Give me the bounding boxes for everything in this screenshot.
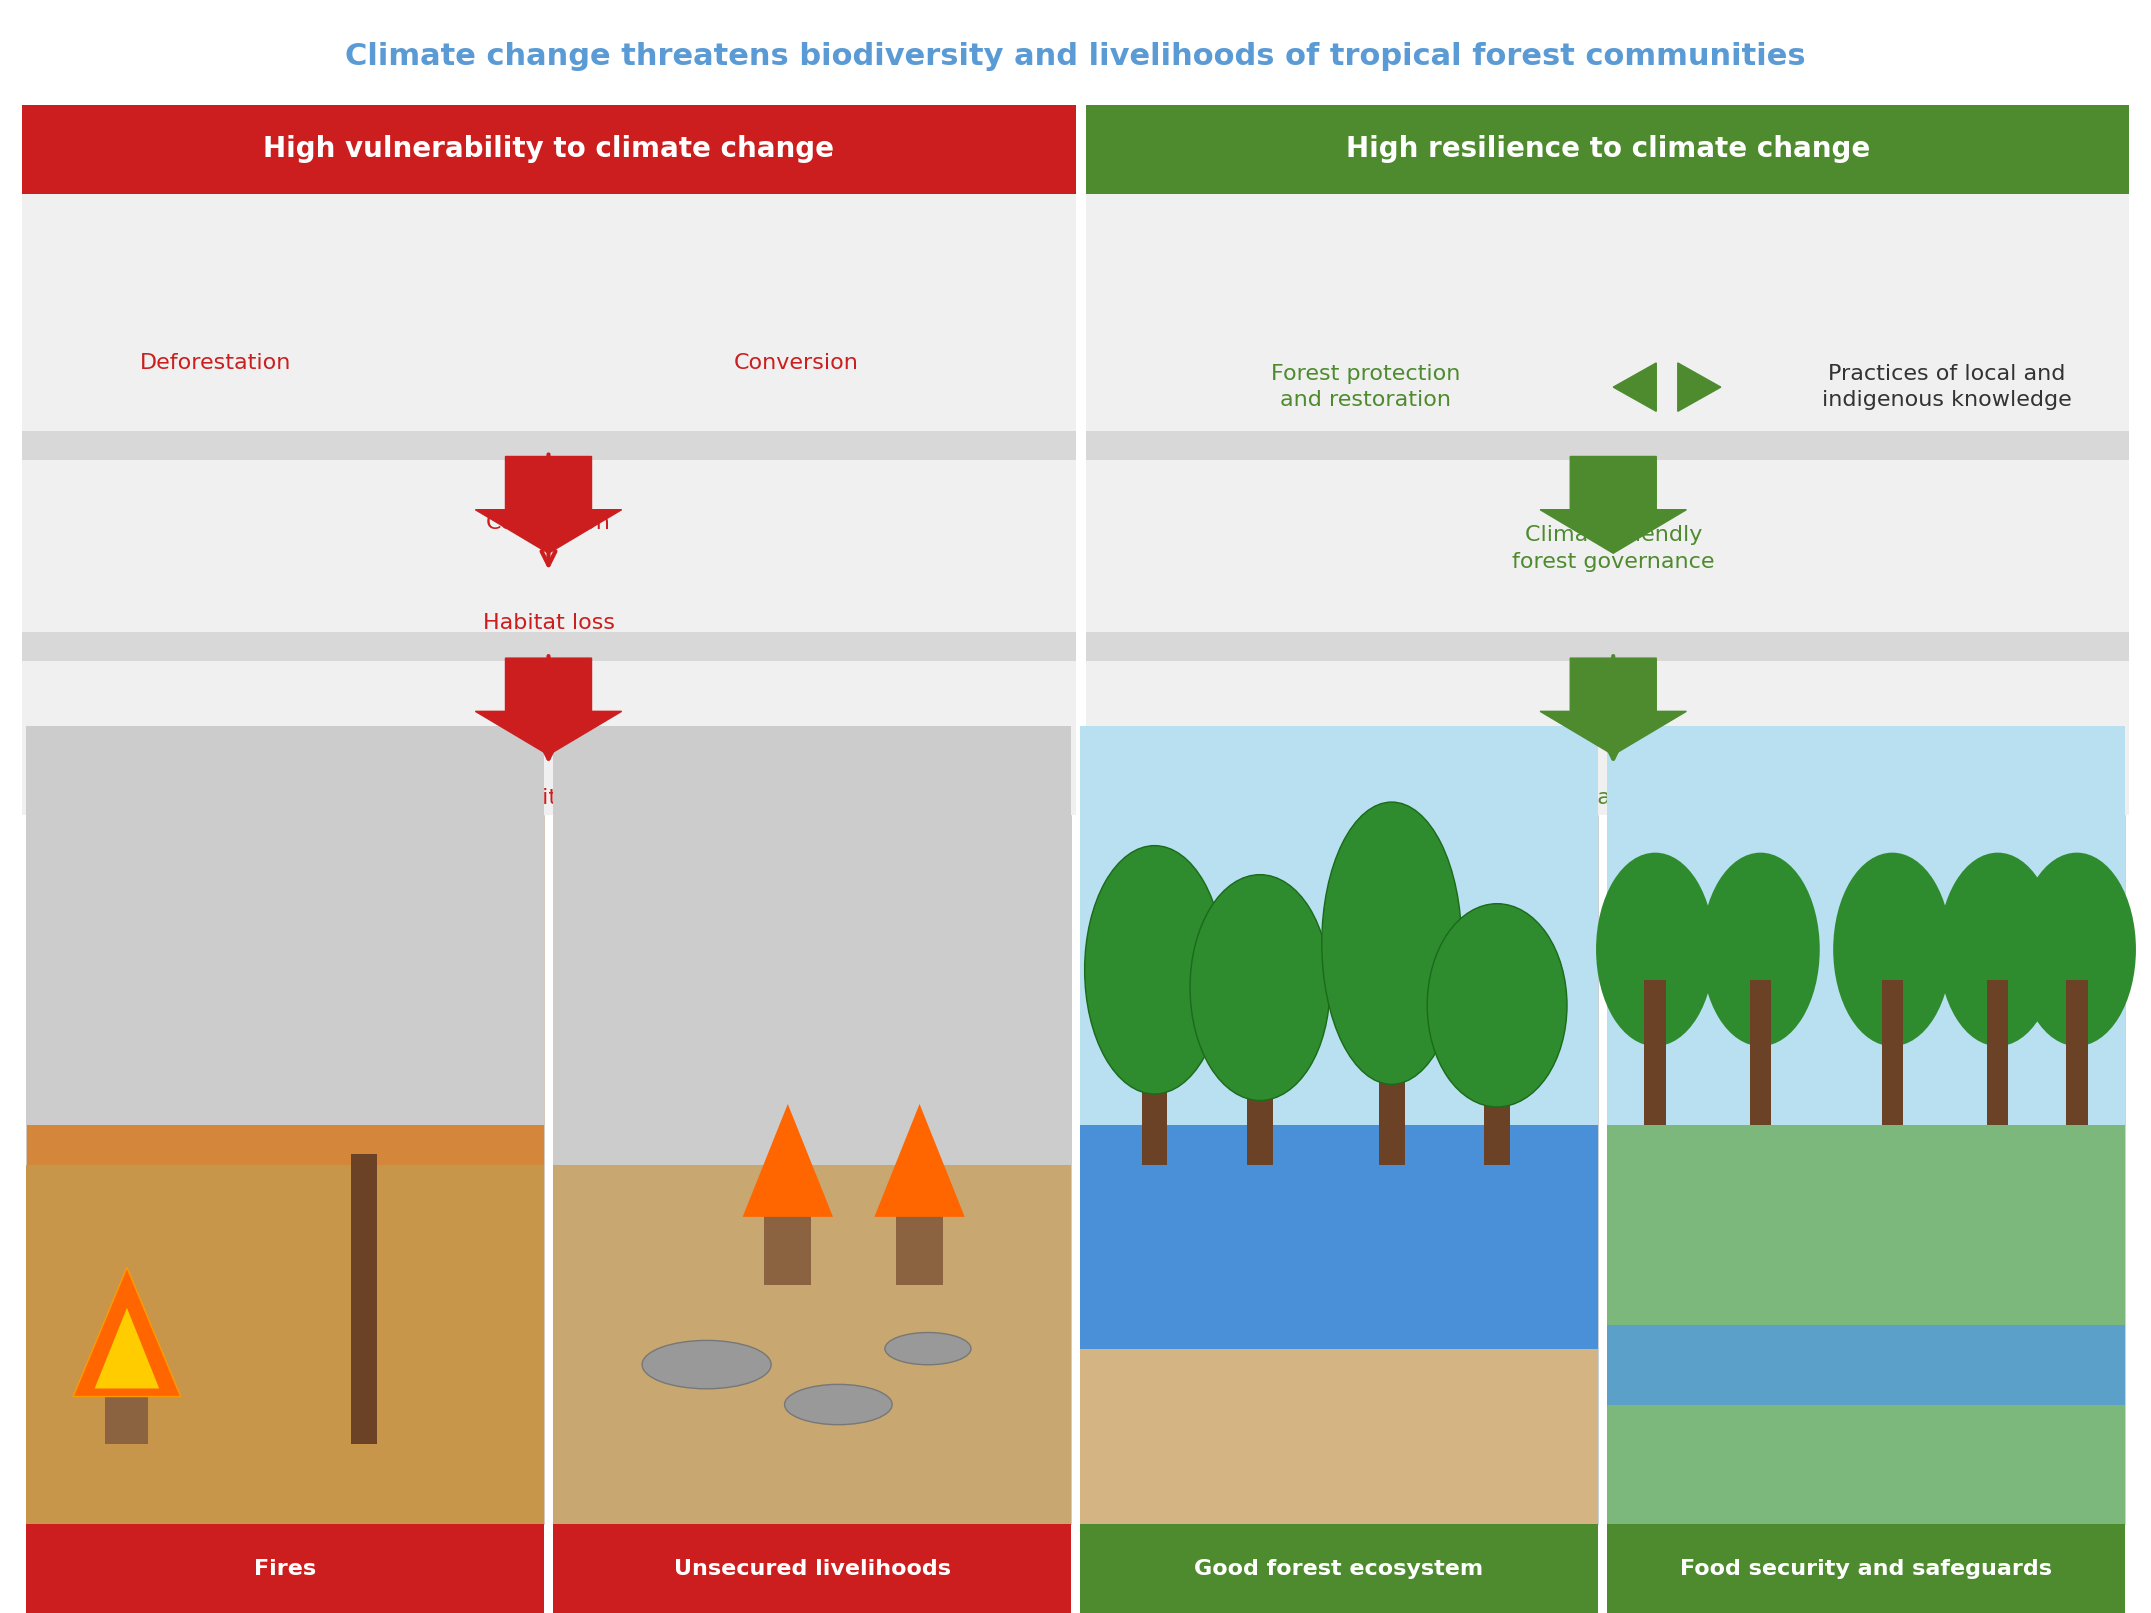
Text: Conversion: Conversion — [733, 353, 858, 373]
FancyBboxPatch shape — [895, 1197, 942, 1284]
Polygon shape — [873, 1103, 964, 1216]
Text: Unsecured livelihoods: Unsecured livelihoods — [673, 1558, 951, 1579]
FancyBboxPatch shape — [26, 1165, 544, 1524]
Text: Climate change threatens biodiversity and livelihoods of tropical forest communi: Climate change threatens biodiversity an… — [344, 42, 1807, 71]
Text: High resilience to climate change: High resilience to climate change — [1347, 135, 1869, 163]
FancyBboxPatch shape — [22, 105, 1076, 815]
FancyBboxPatch shape — [1086, 105, 2129, 194]
FancyBboxPatch shape — [26, 726, 544, 1126]
FancyBboxPatch shape — [1080, 815, 1598, 1524]
FancyBboxPatch shape — [553, 1165, 1071, 1524]
Ellipse shape — [1190, 874, 1329, 1100]
Ellipse shape — [1321, 802, 1463, 1084]
Ellipse shape — [1833, 853, 1951, 1047]
FancyBboxPatch shape — [1607, 1524, 2125, 1613]
FancyBboxPatch shape — [1643, 981, 1665, 1126]
FancyBboxPatch shape — [1607, 1126, 2125, 1524]
FancyBboxPatch shape — [764, 1197, 811, 1284]
Text: Climate friendly
forest governance: Climate friendly forest governance — [1512, 526, 1714, 571]
Polygon shape — [1540, 456, 1686, 553]
Text: High vulnerability to climate change: High vulnerability to climate change — [262, 135, 835, 163]
Ellipse shape — [785, 1384, 893, 1424]
FancyBboxPatch shape — [2065, 981, 2086, 1126]
FancyBboxPatch shape — [351, 1155, 376, 1445]
FancyBboxPatch shape — [26, 1524, 544, 1613]
Ellipse shape — [1938, 853, 2056, 1047]
Ellipse shape — [1596, 853, 1714, 1047]
Text: Practices of local and
indigenous knowledge: Practices of local and indigenous knowle… — [1822, 365, 2071, 410]
Polygon shape — [1678, 363, 1721, 411]
FancyBboxPatch shape — [26, 815, 544, 1524]
Text: Habitat loss: Habitat loss — [482, 613, 615, 632]
Polygon shape — [742, 1103, 832, 1216]
FancyBboxPatch shape — [1086, 105, 2129, 815]
Ellipse shape — [1428, 903, 1566, 1107]
Polygon shape — [1613, 363, 1656, 411]
FancyBboxPatch shape — [1607, 815, 2125, 1524]
Polygon shape — [73, 1268, 181, 1397]
FancyBboxPatch shape — [1086, 431, 2129, 460]
FancyBboxPatch shape — [553, 1524, 1071, 1613]
FancyBboxPatch shape — [1751, 981, 1772, 1126]
FancyBboxPatch shape — [105, 1348, 148, 1445]
Polygon shape — [1540, 658, 1686, 755]
FancyBboxPatch shape — [1080, 1524, 1598, 1613]
Text: Deforestation: Deforestation — [140, 353, 290, 373]
Text: Forest protection
and restoration: Forest protection and restoration — [1271, 365, 1461, 410]
FancyBboxPatch shape — [1607, 1324, 2125, 1405]
Text: Fires: Fires — [254, 1558, 316, 1579]
FancyBboxPatch shape — [1607, 726, 2125, 1165]
FancyBboxPatch shape — [553, 726, 1071, 1165]
Text: Sustainably managed tropical forest: Sustainably managed tropical forest — [1411, 789, 1815, 808]
Polygon shape — [475, 658, 622, 755]
FancyBboxPatch shape — [1882, 981, 1904, 1126]
Text: Food security and safeguards: Food security and safeguards — [1680, 1558, 2052, 1579]
FancyBboxPatch shape — [553, 815, 1071, 1524]
FancyBboxPatch shape — [22, 105, 1076, 194]
Text: Good forest ecosystem: Good forest ecosystem — [1194, 1558, 1484, 1579]
FancyBboxPatch shape — [22, 431, 1076, 460]
FancyBboxPatch shape — [1086, 632, 2129, 661]
Text: Conversion: Conversion — [486, 513, 611, 532]
FancyBboxPatch shape — [1484, 1019, 1510, 1165]
FancyBboxPatch shape — [1248, 1003, 1273, 1165]
Text: Biodiversity decline: Biodiversity decline — [439, 789, 658, 808]
Polygon shape — [95, 1308, 159, 1389]
FancyBboxPatch shape — [22, 632, 1076, 661]
Ellipse shape — [1084, 845, 1224, 1094]
FancyBboxPatch shape — [1080, 726, 1598, 1165]
Ellipse shape — [1701, 853, 1820, 1047]
Ellipse shape — [643, 1340, 770, 1389]
FancyBboxPatch shape — [1080, 1126, 1598, 1365]
FancyBboxPatch shape — [1142, 987, 1168, 1165]
Polygon shape — [475, 456, 622, 553]
FancyBboxPatch shape — [1988, 981, 2009, 1126]
Ellipse shape — [2018, 853, 2136, 1047]
Ellipse shape — [884, 1332, 970, 1365]
FancyBboxPatch shape — [1080, 1348, 1598, 1524]
FancyBboxPatch shape — [1379, 963, 1405, 1165]
